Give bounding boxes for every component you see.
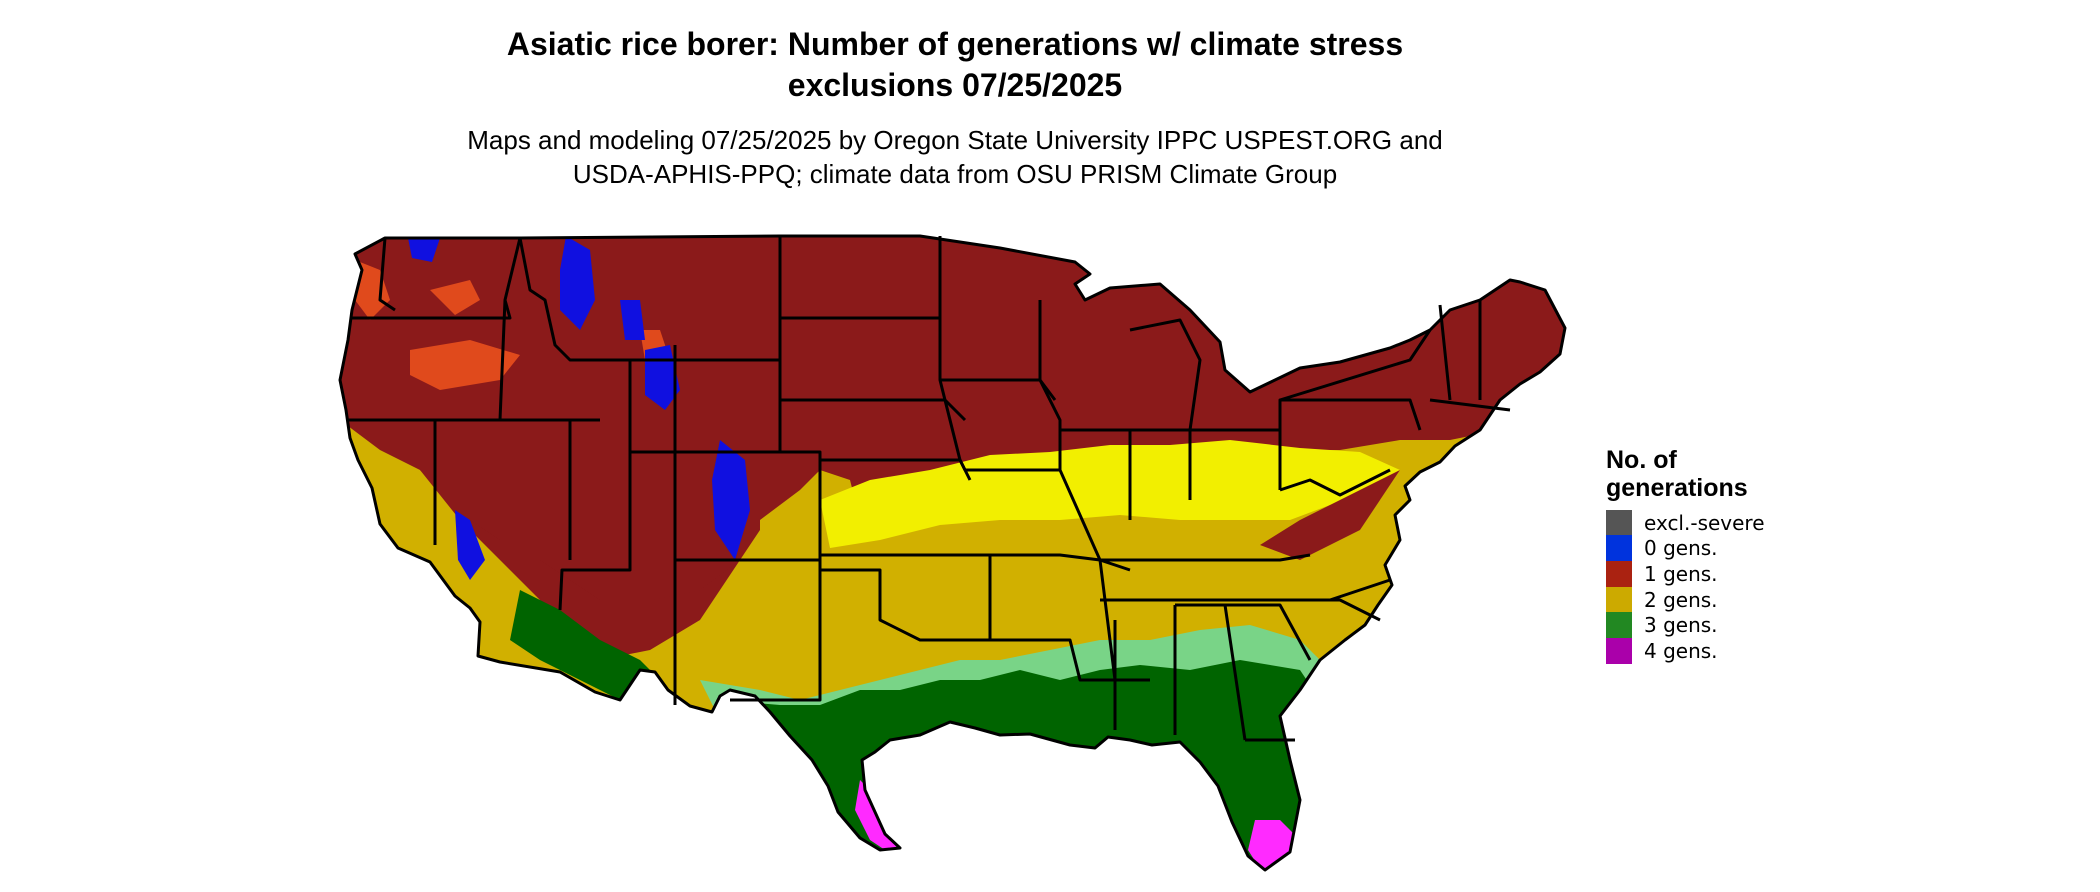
border-nm-tx [730, 555, 822, 702]
legend-label: 4 gens. [1644, 638, 1718, 663]
border-ky-tn [1100, 553, 1311, 562]
border-or-id [498, 299, 507, 421]
zone-0-gens-idaho [560, 236, 595, 330]
legend-label: excl.-severe [1644, 510, 1765, 535]
zone-orange-oregon [410, 340, 520, 390]
border-wi-mn [1038, 300, 1062, 470]
zone-0-gens-colorado [712, 440, 750, 560]
legend-item-excl-severe: excl.-severe [1606, 509, 1765, 536]
border-ma [1429, 398, 1511, 412]
legend-title-line-2: generations [1606, 474, 1748, 502]
border-ny [1279, 329, 1432, 402]
legend-item-4-gens: 4 gens. [1606, 637, 1765, 664]
zone-3-gens-desert [510, 590, 660, 700]
legend-title: No. of generations [1606, 446, 1765, 502]
map-title-line-1: Asiatic rice borer: Number of generation… [506, 26, 1404, 62]
generation-zones [340, 236, 1565, 870]
legend-label: 2 gens. [1644, 587, 1718, 612]
border-co [675, 450, 822, 555]
map-subtitle: Maps and modeling 07/25/2025 by Oregon S… [380, 123, 1530, 191]
legend-label: 3 gens. [1644, 613, 1718, 638]
border-nc-sc [1280, 598, 1381, 622]
legend-swatch [1606, 509, 1632, 536]
border-ga-sc [1225, 603, 1312, 661]
zone-0-gens-sierra [455, 510, 485, 580]
legend-item-0-gens: 0 gens. [1606, 535, 1765, 562]
border-ut-az [558, 420, 632, 611]
zone-0-gens-montana [620, 300, 645, 340]
legend-title-line-1: No. of [1606, 446, 1677, 474]
border-pa [1278, 398, 1422, 431]
zone-1-gen-appalachia [1260, 470, 1400, 560]
legend: No. of generations excl.-severe 0 gens. … [1606, 446, 1765, 664]
legend-item-1-gens: 1 gens. [1606, 560, 1765, 587]
border-mi [1129, 318, 1202, 431]
border-wa-or [350, 237, 522, 320]
border-ok-tx [820, 568, 990, 642]
map-title-line-2: exclusions 07/25/2025 [787, 67, 1123, 103]
legend-item-3-gens: 3 gens. [1606, 612, 1765, 639]
legend-swatch [1606, 560, 1632, 587]
border-vt-nh [1438, 304, 1452, 401]
legend-swatch [1606, 637, 1632, 664]
map-subtitle-line-2: USDA-APHIS-PPQ; climate data from OSU PR… [572, 159, 1338, 189]
legend-label: 0 gens. [1644, 536, 1718, 561]
legend-label: 1 gens. [1644, 561, 1718, 586]
legend-swatch [1606, 586, 1632, 613]
legend-swatch [1606, 612, 1632, 639]
state-borders [338, 234, 1567, 872]
border-wa-west [378, 237, 396, 312]
border-ia-mo [943, 399, 1060, 472]
legend-item-2-gens: 2 gens. [1606, 586, 1765, 613]
zone-0-gens-cascades-n [408, 238, 440, 262]
map-subtitle-line-1: Maps and modeling 07/25/2025 by Oregon S… [467, 125, 1443, 155]
zone-orange-washington [430, 280, 480, 315]
legend-swatch [1606, 535, 1632, 562]
map-title: Asiatic rice borer: Number of generation… [430, 24, 1480, 106]
border-mo-ar [990, 553, 1101, 562]
border-wv-va [1279, 468, 1391, 497]
